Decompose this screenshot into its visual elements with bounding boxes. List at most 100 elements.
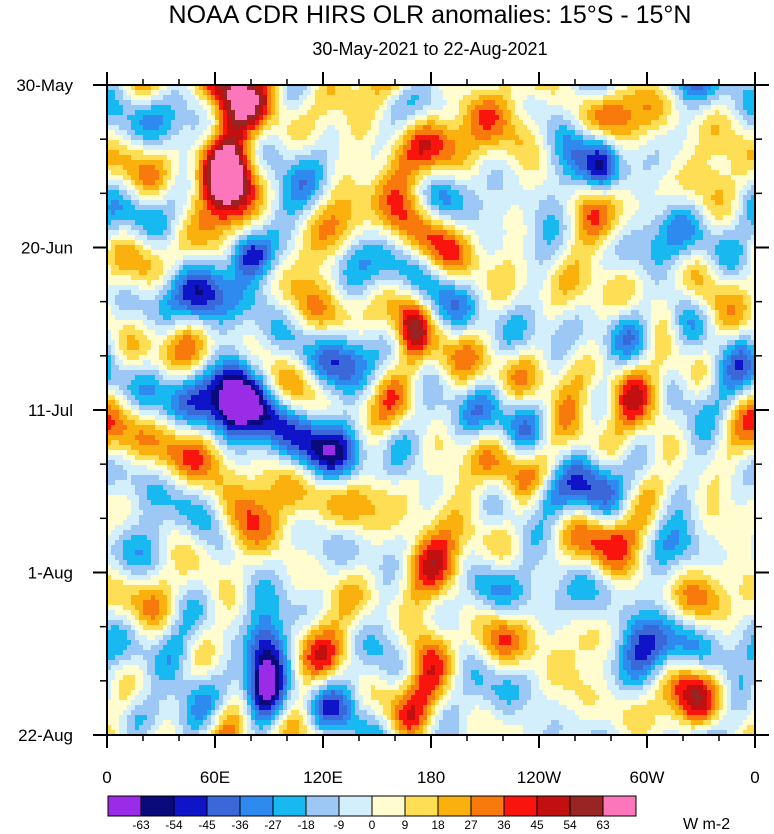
heatmap-cell [367, 180, 372, 186]
heatmap-cell [679, 175, 684, 181]
heatmap-cell [679, 220, 684, 226]
heatmap-cell [423, 100, 428, 106]
heatmap-cell [539, 235, 544, 241]
heatmap-cell [231, 135, 236, 141]
heatmap-cell [311, 90, 316, 96]
heatmap-cell [619, 195, 624, 201]
heatmap-cell [555, 145, 560, 151]
heatmap-cell [691, 110, 696, 116]
heatmap-cell [579, 175, 584, 181]
heatmap-cell [407, 100, 412, 106]
heatmap-cell [263, 160, 268, 166]
heatmap-cell [635, 130, 640, 136]
heatmap-cell [127, 150, 132, 156]
heatmap-cell [167, 175, 172, 181]
heatmap-cell [295, 170, 300, 176]
heatmap-cell [243, 105, 248, 111]
heatmap-cell [387, 185, 392, 191]
heatmap-cell [739, 95, 744, 101]
heatmap-cell [127, 220, 132, 226]
heatmap-cell [387, 155, 392, 161]
heatmap-cell [175, 105, 180, 111]
heatmap-cell [323, 180, 328, 186]
heatmap-cell [639, 175, 644, 181]
heatmap-cell [491, 105, 496, 111]
heatmap-cell [483, 205, 488, 211]
heatmap-cell [335, 140, 340, 146]
heatmap-cell [207, 215, 212, 221]
heatmap-cell [195, 200, 200, 206]
heatmap-cell [627, 190, 632, 196]
heatmap-cell [695, 125, 700, 131]
heatmap-cell [295, 165, 300, 171]
heatmap-cell [467, 180, 472, 186]
heatmap-cell [143, 170, 148, 176]
heatmap-cell [571, 130, 576, 136]
heatmap-cell [507, 185, 512, 191]
heatmap-cell [539, 115, 544, 121]
heatmap-cell [695, 95, 700, 101]
heatmap-cell [419, 225, 424, 231]
heatmap-cell [731, 115, 736, 121]
heatmap-cell [335, 145, 340, 151]
heatmap-cell [135, 155, 140, 161]
heatmap-cell [575, 170, 580, 176]
heatmap-cell [435, 175, 440, 181]
heatmap-cell [607, 110, 612, 116]
heatmap-cell [595, 90, 600, 96]
heatmap-cell [123, 230, 128, 236]
heatmap-cell [475, 140, 480, 146]
heatmap-cell [455, 105, 460, 111]
heatmap-cell [571, 220, 576, 226]
heatmap-cell [191, 235, 196, 241]
heatmap-cell [311, 100, 316, 106]
heatmap-cell [359, 170, 364, 176]
heatmap-cell [347, 150, 352, 156]
heatmap-cell [183, 125, 188, 131]
heatmap-cell [615, 150, 620, 156]
heatmap-cell [215, 145, 220, 151]
heatmap-cell [467, 105, 472, 111]
heatmap-cell [335, 90, 340, 96]
heatmap-cell [611, 225, 616, 231]
heatmap-cell [147, 190, 152, 196]
heatmap-cell [339, 235, 344, 241]
heatmap-cell [687, 90, 692, 96]
heatmap-cell [535, 210, 540, 216]
heatmap-cell [363, 230, 368, 236]
heatmap-cell [315, 235, 320, 241]
heatmap-cell [579, 115, 584, 121]
heatmap-cell [219, 215, 224, 221]
heatmap-cell [439, 100, 444, 106]
heatmap-cell [643, 115, 648, 121]
heatmap-cell [207, 95, 212, 101]
heatmap-cell [619, 120, 624, 126]
heatmap-cell [191, 210, 196, 216]
heatmap-cell [643, 230, 648, 236]
heatmap-cell [579, 105, 584, 111]
heatmap-cell [195, 215, 200, 221]
heatmap-cell [159, 210, 164, 216]
heatmap-cell [115, 120, 120, 126]
heatmap-cell [375, 185, 380, 191]
heatmap-cell [523, 205, 528, 211]
heatmap-cell [259, 215, 264, 221]
heatmap-cell [279, 150, 284, 156]
heatmap-cell [187, 235, 192, 241]
heatmap-cell [415, 100, 420, 106]
heatmap-cell [183, 185, 188, 191]
heatmap-cell [367, 210, 372, 216]
heatmap-cell [331, 225, 336, 231]
heatmap-cell [263, 200, 268, 206]
heatmap-cell [403, 95, 408, 101]
heatmap-cell [175, 185, 180, 191]
heatmap-cell [111, 185, 116, 191]
heatmap-cell [475, 190, 480, 196]
heatmap-cell [335, 105, 340, 111]
heatmap-cell [619, 210, 624, 216]
heatmap-cell [331, 105, 336, 111]
heatmap-cell [115, 115, 120, 121]
heatmap-cell [263, 130, 268, 136]
heatmap-cell [443, 105, 448, 111]
heatmap-cell [131, 170, 136, 176]
